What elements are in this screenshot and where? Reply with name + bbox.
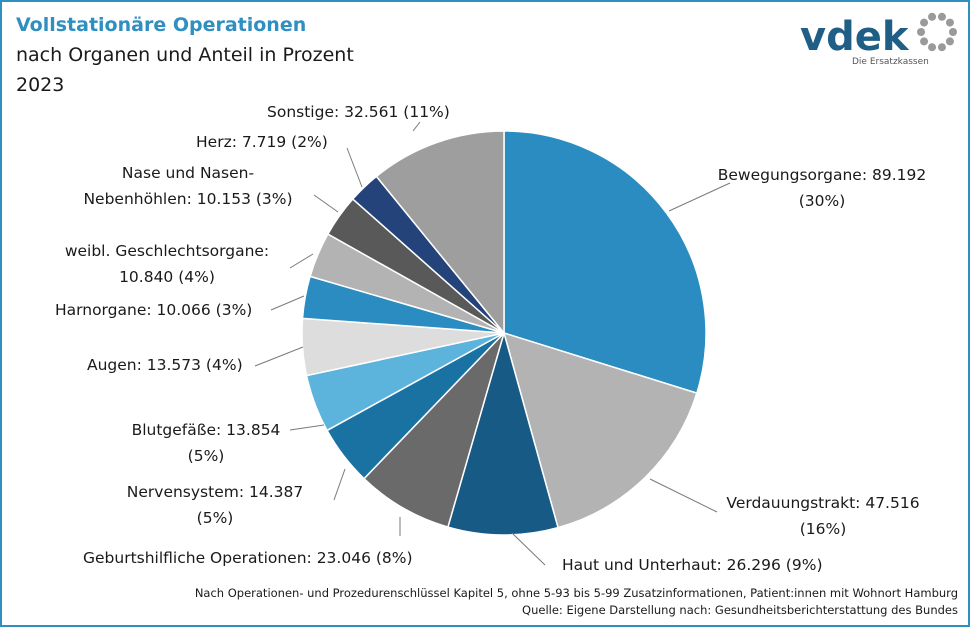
slice-label-11-line-1: Herz: 7.719 (2%) — [196, 133, 328, 151]
slice-label-12-line-1: Sonstige: 32.561 (11%) — [267, 103, 450, 121]
leader-line-2 — [649, 478, 718, 513]
slice-label-6-line-1: Blutgefäße: 13.854 — [132, 421, 281, 439]
slice-label-8-line-1: Harnorgane: 10.066 (3%) — [55, 301, 252, 319]
logo-ring-icon — [917, 12, 957, 52]
logo-ring-dot — [920, 18, 929, 27]
leader-line-5 — [333, 468, 346, 501]
pie-slice-1 — [503, 130, 707, 395]
leader-line-3 — [511, 532, 546, 566]
leader-line-11 — [346, 147, 363, 188]
leader-line-6 — [289, 424, 325, 431]
logo-ring-dot — [928, 12, 937, 21]
slice-label-5-line-1: Nervensystem: 14.387 — [127, 483, 303, 501]
chart-subtitle: nach Organen und Anteil in Prozent — [16, 44, 354, 66]
logo-ring-dot — [928, 43, 937, 52]
slice-label-5-line-2: (5%) — [197, 509, 234, 527]
footer-note: Nach Operationen- und Prozedurenschlüsse… — [194, 586, 958, 600]
chart-title: Vollstationäre Operationen — [16, 14, 307, 36]
slice-label-1-line-2: (30%) — [799, 192, 846, 210]
slice-label-6-line-2: (5%) — [188, 447, 225, 465]
slice-label-4-line-1: Geburtshilfliche Operationen: 23.046 (8%… — [83, 549, 413, 567]
logo-ring-dot — [945, 37, 954, 46]
slice-label-10-line-2: Nebenhöhlen: 10.153 (3%) — [83, 190, 292, 208]
leader-line-10 — [313, 194, 339, 213]
slice-label-1-line-1: Bewegungsorgane: 89.192 — [718, 166, 926, 184]
slice-label-10-line-1: Nase und Nasen- — [122, 164, 254, 182]
slice-label-9-line-1: weibl. Geschlechtsorgane: — [65, 242, 269, 260]
slice-label-3-line-1: Haut und Unterhaut: 26.296 (9%) — [562, 556, 823, 574]
leader-line-9 — [289, 253, 314, 269]
pie-slices — [301, 130, 707, 536]
slice-labels: Bewegungsorgane: 89.192 (30%) Verdauungstr… — [55, 103, 926, 574]
logo-ring-dot — [920, 37, 929, 46]
logo-ring-dot — [917, 28, 925, 36]
logo-ring-dot — [945, 18, 954, 27]
vdek-logo: vdek Die Ersatzkassen — [800, 12, 957, 67]
pie-slice-3 — [446, 330, 559, 536]
leader-line-7 — [254, 346, 304, 367]
pie-slice-2 — [502, 331, 698, 529]
slice-label-2-line-1: Verdauungstrakt: 47.516 — [726, 494, 919, 512]
leader-lines — [254, 121, 731, 566]
slice-label-7-line-1: Augen: 13.573 (4%) — [87, 356, 243, 374]
leader-line-12 — [412, 121, 421, 132]
leader-line-8 — [270, 295, 305, 311]
leader-line-1 — [668, 182, 731, 212]
chart-year: 2023 — [16, 74, 65, 96]
pie-slice-4 — [362, 332, 505, 528]
pie-slice-12 — [375, 130, 505, 336]
logo-tagline: Die Ersatzkassen — [852, 57, 929, 67]
footer-source: Quelle: Eigene Darstellung nach: Gesundh… — [522, 603, 958, 617]
logo-ring-dot — [937, 43, 946, 52]
slice-label-9-line-2: 10.840 (4%) — [119, 268, 215, 286]
logo-wordmark: vdek — [800, 14, 910, 60]
logo-ring-dot — [937, 12, 946, 21]
slice-label-2-line-2: (16%) — [800, 520, 847, 538]
logo-ring-dot — [949, 28, 957, 36]
